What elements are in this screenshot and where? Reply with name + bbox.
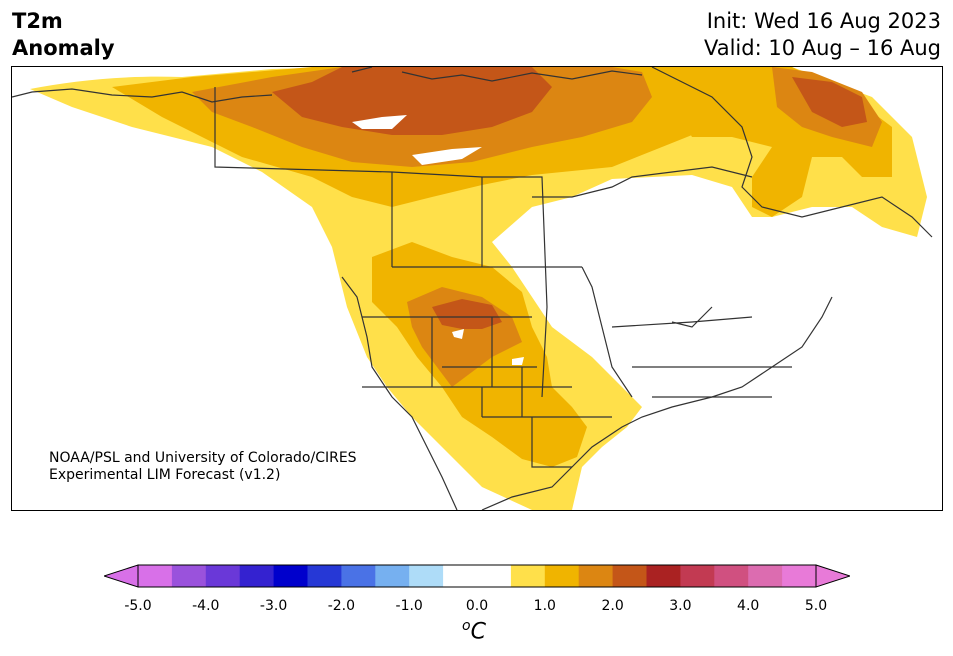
colorbar-segment bbox=[782, 565, 817, 587]
map-title: T2m Anomaly bbox=[12, 8, 115, 62]
map-svg bbox=[12, 67, 933, 510]
colorbar-tick-label: 0.0 bbox=[465, 598, 489, 614]
colorbar-extend-high bbox=[815, 564, 850, 588]
colorbar-extend-low bbox=[104, 564, 139, 588]
credit-text: NOAA/PSL and University of Colorado/CIRE… bbox=[49, 450, 357, 484]
colorbar-tick-label: -5.0 bbox=[124, 598, 152, 614]
colorbar-segment bbox=[680, 565, 715, 587]
colorbar-tick-label: -1.0 bbox=[395, 598, 423, 614]
credit-line-2: Experimental LIM Forecast (v1.2) bbox=[49, 467, 281, 483]
colorbar-segment bbox=[341, 565, 376, 587]
colorbar-segment bbox=[612, 565, 647, 587]
credit-line-1: NOAA/PSL and University of Colorado/CIRE… bbox=[49, 450, 357, 466]
colorbar-unit: oC bbox=[462, 618, 486, 644]
colorbar-segment bbox=[409, 565, 444, 587]
colorbar-segment bbox=[239, 565, 275, 587]
colorbar-tick-label: 1.0 bbox=[533, 598, 556, 614]
colorbar-tick-label: -2.0 bbox=[327, 598, 356, 614]
colorbar-segment bbox=[171, 565, 207, 587]
forecast-dates: Init: Wed 16 Aug 2023 Valid: 10 Aug – 16… bbox=[704, 8, 941, 62]
colorbar-border bbox=[137, 564, 817, 588]
unit-letter: C bbox=[470, 619, 486, 645]
colorbar-segment bbox=[138, 565, 173, 587]
unit-degree-symbol: o bbox=[462, 618, 471, 634]
colorbar-segment bbox=[646, 565, 681, 587]
anomaly-region-dark-orange bbox=[272, 67, 552, 135]
colorbar-segment bbox=[544, 565, 580, 587]
colorbar-tick-label: -3.0 bbox=[259, 598, 288, 614]
valid-range: Valid: 10 Aug – 16 Aug bbox=[703, 36, 941, 60]
colorbar-segment bbox=[578, 565, 614, 587]
colorbar-tick-label: 2.0 bbox=[601, 598, 624, 614]
colorbar-segment bbox=[273, 565, 308, 587]
anomaly-region-dark-orange-west bbox=[432, 299, 502, 329]
colorbar-segment bbox=[443, 565, 478, 587]
colorbar bbox=[104, 564, 850, 588]
colorbar-segment bbox=[205, 565, 241, 587]
colorbar-tick-labels: -5.0 -4.0 -3.0 -2.0 -1.0 0.0 1.0 2.0 3.0 4.0 5.0 bbox=[0, 598, 953, 618]
lake-shape-4 bbox=[512, 357, 524, 365]
init-date: Init: Wed 16 Aug 2023 bbox=[706, 9, 941, 33]
anomaly-map bbox=[11, 66, 943, 511]
colorbar-tick-label: -4.0 bbox=[192, 598, 220, 614]
colorbar-segment bbox=[510, 565, 546, 587]
title-line-2: Anomaly bbox=[12, 36, 115, 60]
colorbar-tick-label: 5.0 bbox=[804, 598, 828, 614]
colorbar-segment bbox=[375, 565, 410, 587]
lake-shape-2 bbox=[412, 147, 482, 165]
colorbar-segments bbox=[104, 564, 850, 588]
colorbar-segment bbox=[477, 565, 512, 587]
colorbar-tick-label: 3.0 bbox=[669, 598, 692, 614]
anomaly-region-dark-orange-east bbox=[792, 77, 867, 127]
colorbar-segment bbox=[307, 565, 342, 587]
colorbar-segment bbox=[748, 565, 783, 587]
colorbar-tick-label: 4.0 bbox=[737, 598, 760, 614]
lake-shape-3 bbox=[452, 329, 464, 339]
title-line-1: T2m bbox=[12, 9, 63, 33]
lake-shape-1 bbox=[352, 115, 407, 129]
colorbar-segment bbox=[714, 565, 749, 587]
boundary-lines bbox=[12, 67, 933, 510]
